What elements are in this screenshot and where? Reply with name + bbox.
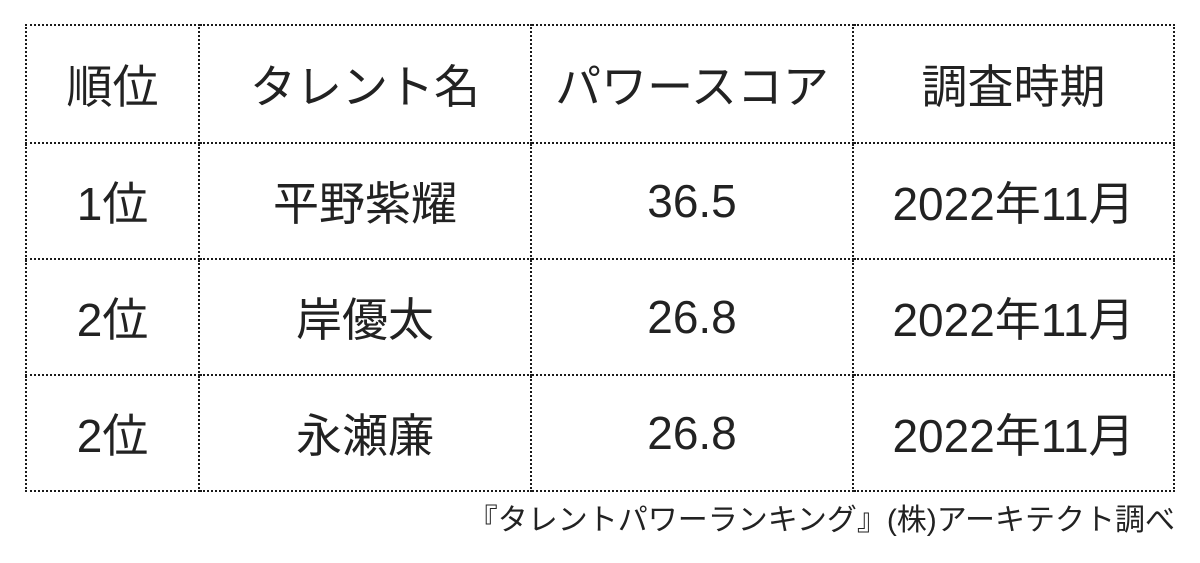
- cell-power-score: 26.8: [530, 374, 854, 492]
- cell-power-score: 26.8: [530, 258, 854, 376]
- header-cell-rank: 順位: [25, 24, 200, 144]
- cell-rank: 2位: [25, 258, 200, 376]
- ranking-table-container: 順位 タレント名 パワースコア 調査時期 1位 平野紫耀 36.5 2022年1…: [25, 24, 1175, 492]
- cell-survey-period: 2022年11月: [852, 374, 1175, 492]
- cell-rank: 1位: [25, 142, 200, 260]
- header-row: 順位 タレント名 パワースコア 調査時期: [25, 24, 1175, 144]
- cell-talent-name: 永瀬廉: [198, 374, 532, 492]
- header-cell-survey-period: 調査時期: [852, 24, 1175, 144]
- header-cell-talent-name: タレント名: [198, 24, 532, 144]
- ranking-table: 順位 タレント名 パワースコア 調査時期 1位 平野紫耀 36.5 2022年1…: [25, 24, 1175, 492]
- cell-survey-period: 2022年11月: [852, 258, 1175, 376]
- header-cell-power-score: パワースコア: [530, 24, 854, 144]
- cell-rank: 2位: [25, 374, 200, 492]
- table-row: 2位 永瀬廉 26.8 2022年11月: [25, 374, 1175, 492]
- cell-power-score: 36.5: [530, 142, 854, 260]
- table-row: 2位 岸優太 26.8 2022年11月: [25, 258, 1175, 376]
- table-row: 1位 平野紫耀 36.5 2022年11月: [25, 142, 1175, 260]
- cell-talent-name: 岸優太: [198, 258, 532, 376]
- cell-survey-period: 2022年11月: [852, 142, 1175, 260]
- cell-talent-name: 平野紫耀: [198, 142, 532, 260]
- source-caption: 『タレントパワーランキング』(株)アーキテクト調べ: [467, 504, 1175, 537]
